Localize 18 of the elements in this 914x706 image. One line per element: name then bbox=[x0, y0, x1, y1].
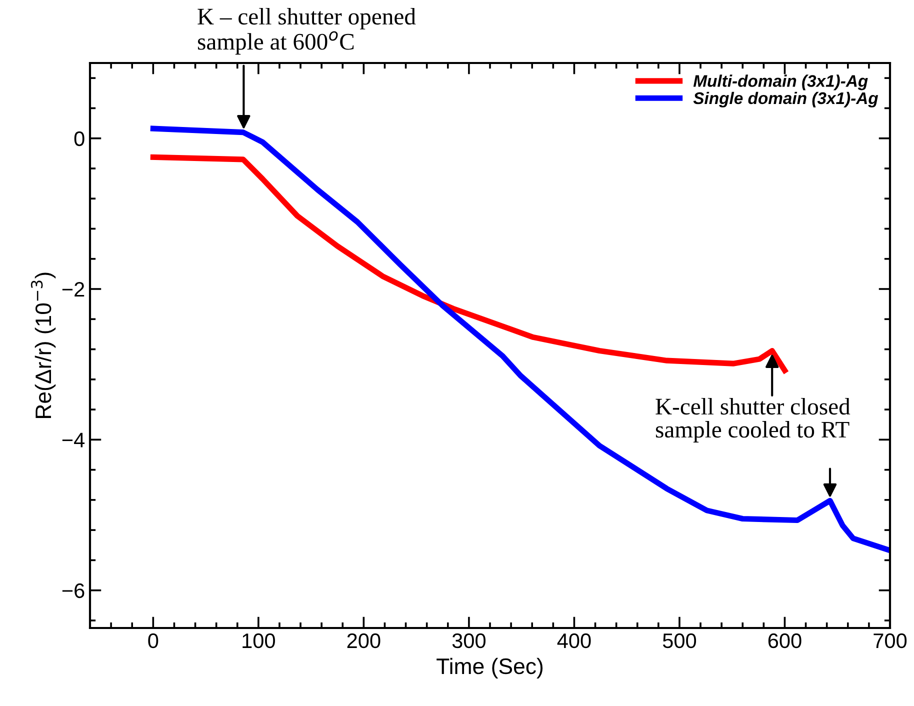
x-tick-label: 700 bbox=[874, 633, 907, 648]
x-tick-label: 0 bbox=[148, 633, 158, 648]
legend-label: Single domain (3x1)-Ag bbox=[693, 92, 878, 108]
y-tick-label: 0 bbox=[74, 131, 84, 146]
x-axis-title: Time (Sec) bbox=[436, 658, 543, 679]
y-tick-label: −6 bbox=[62, 583, 84, 598]
x-tick-label: 100 bbox=[242, 633, 275, 648]
x-tick-label: 500 bbox=[662, 633, 696, 648]
y-tick-label: −2 bbox=[62, 282, 84, 297]
annotation: K – cell shutter opened sample at 600$^{o}$C bbox=[198, 8, 416, 55]
x-tick-label: 200 bbox=[347, 633, 380, 648]
x-tick-label: 400 bbox=[557, 633, 591, 648]
legend-label: Multi-domain (3x1)-Ag bbox=[693, 74, 868, 90]
y-axis-title: Re(Δr/r) (10$^{−3}$) bbox=[30, 272, 56, 418]
y-tick-label: −4 bbox=[62, 432, 85, 448]
x-tick-label: 300 bbox=[452, 633, 486, 648]
annotation: K-cell shutter closed sample cooled to RT bbox=[656, 398, 850, 442]
x-tick-label: 600 bbox=[768, 633, 802, 648]
